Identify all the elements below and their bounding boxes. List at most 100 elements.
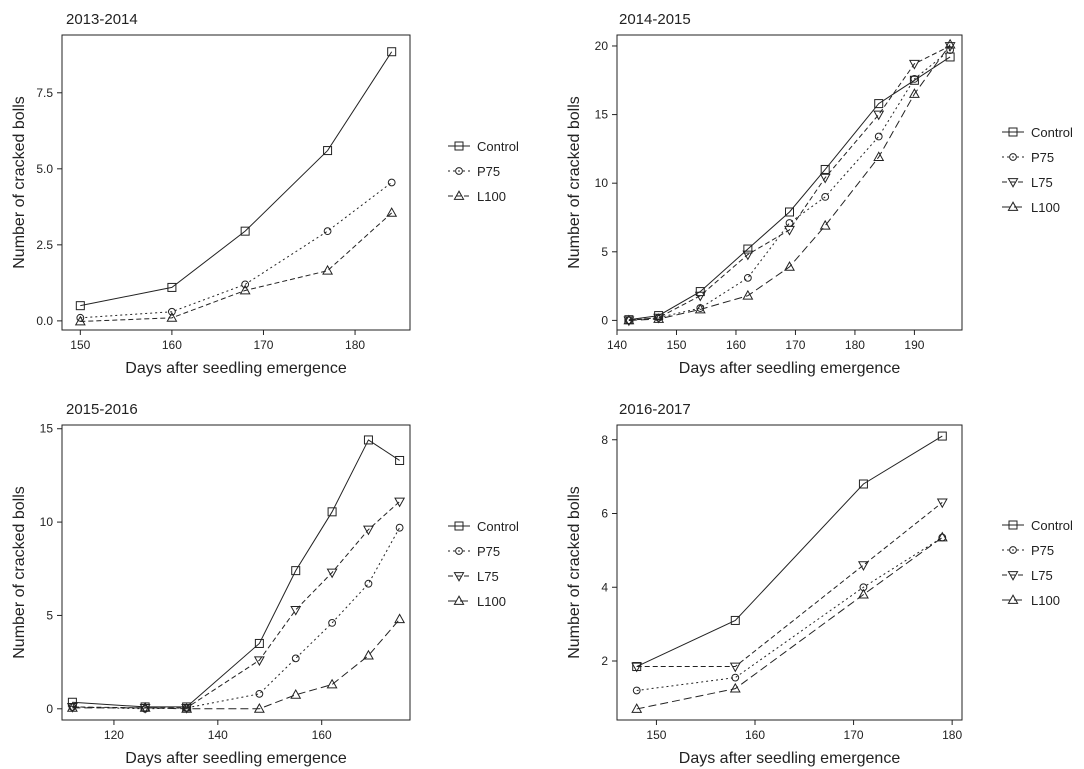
data-point — [323, 146, 333, 156]
series-line — [72, 439, 400, 708]
data-point — [946, 46, 955, 54]
data-point — [139, 702, 151, 712]
legend-marker — [1009, 546, 1017, 554]
chart-title: 2015-2016 — [66, 401, 138, 418]
data-point — [328, 619, 336, 627]
data-point — [623, 316, 635, 327]
data-point — [874, 99, 884, 109]
x-tick-label: 150 — [666, 338, 686, 352]
chart-title: 2014-2015 — [619, 11, 691, 28]
series-l100 — [66, 613, 406, 713]
data-point — [66, 702, 78, 712]
data-point — [363, 435, 373, 445]
data-point — [653, 313, 665, 323]
x-tick-label: 180 — [845, 338, 865, 352]
data-point — [944, 38, 956, 49]
series-line — [628, 44, 951, 321]
y-axis-label: Number of cracked bolls — [11, 96, 28, 269]
series-line — [628, 49, 951, 321]
data-point — [327, 507, 337, 517]
x-tick-label: 180 — [345, 338, 365, 352]
y-tick-label: 10 — [40, 515, 54, 529]
data-point — [322, 264, 334, 275]
x-tick-label: 140 — [208, 728, 228, 742]
plot-frame — [61, 34, 411, 331]
y-tick-label: 0 — [46, 702, 53, 716]
series-p75 — [68, 523, 404, 713]
series-line — [80, 212, 393, 322]
data-point — [362, 525, 374, 536]
legend-label: Control — [477, 519, 519, 534]
x-tick-label: 160 — [162, 338, 182, 352]
chart-panel-3: 2015-2016 120 140 160 0 5 10 15 Days after seedl… — [11, 401, 519, 767]
x-tick-label: 140 — [607, 338, 627, 352]
legend-item-control: Control — [448, 139, 519, 154]
data-point — [291, 654, 300, 663]
legend-label: Control — [1031, 125, 1073, 140]
data-point — [694, 291, 706, 302]
y-axis-label: Number of cracked bolls — [11, 486, 28, 659]
data-point — [139, 703, 151, 714]
data-point — [167, 307, 176, 316]
series-line — [628, 45, 951, 321]
data-point — [936, 531, 948, 542]
data-point — [75, 301, 85, 311]
data-point — [253, 702, 265, 713]
legend-label: L75 — [477, 569, 499, 584]
series-line — [72, 527, 401, 710]
plot-frame — [616, 34, 963, 331]
x-tick-label: 160 — [745, 728, 765, 742]
legend-item-l75: L75 — [1002, 568, 1053, 583]
legend-marker — [455, 167, 463, 175]
legend-label: P75 — [477, 544, 500, 559]
data-point — [290, 605, 302, 616]
data-point — [167, 282, 177, 292]
data-point — [858, 479, 868, 489]
series-control — [624, 52, 955, 325]
series-line — [628, 56, 951, 321]
data-point — [631, 662, 643, 673]
data-point — [908, 59, 920, 70]
series-l75 — [631, 498, 948, 673]
legend-marker — [454, 521, 464, 531]
y-tick-label: 7.5 — [36, 86, 53, 100]
data-point — [623, 314, 635, 325]
data-point — [857, 588, 869, 599]
legend-marker — [1007, 201, 1019, 211]
series-p75 — [632, 533, 947, 695]
legend-label: P75 — [477, 164, 500, 179]
legend-label: P75 — [1031, 543, 1054, 558]
data-point — [945, 52, 955, 62]
series-line — [80, 182, 392, 319]
y-tick-label: 0.0 — [36, 314, 53, 328]
series-line — [636, 435, 943, 667]
data-point — [253, 656, 265, 667]
data-point — [821, 193, 830, 201]
series-p75 — [624, 46, 955, 325]
legend-item-control: Control — [448, 519, 519, 534]
x-tick-label: 190 — [904, 338, 924, 352]
x-tick-label: 170 — [844, 728, 864, 742]
data-point — [873, 110, 885, 121]
data-point — [394, 497, 406, 508]
legend-marker — [455, 547, 463, 555]
legend-marker — [453, 595, 465, 605]
y-tick-label: 15 — [595, 108, 609, 122]
data-point — [785, 207, 794, 217]
data-point — [254, 638, 264, 648]
series-line — [636, 537, 943, 691]
legend-item-p75: P75 — [1002, 543, 1054, 558]
series-control — [75, 47, 397, 311]
data-point — [730, 615, 740, 625]
y-axis-label: Number of cracked bolls — [566, 486, 583, 659]
series-line — [72, 618, 400, 710]
series-line — [72, 501, 400, 709]
series-l100 — [623, 38, 956, 325]
chart-title: 2013-2014 — [66, 11, 138, 28]
x-tick-label: 160 — [726, 338, 746, 352]
data-point — [694, 303, 706, 314]
legend-item-p75: P75 — [1002, 150, 1054, 165]
y-tick-label: 5 — [601, 245, 608, 259]
data-point — [323, 227, 332, 236]
x-axis-label: Days after seedling emergence — [679, 360, 901, 377]
